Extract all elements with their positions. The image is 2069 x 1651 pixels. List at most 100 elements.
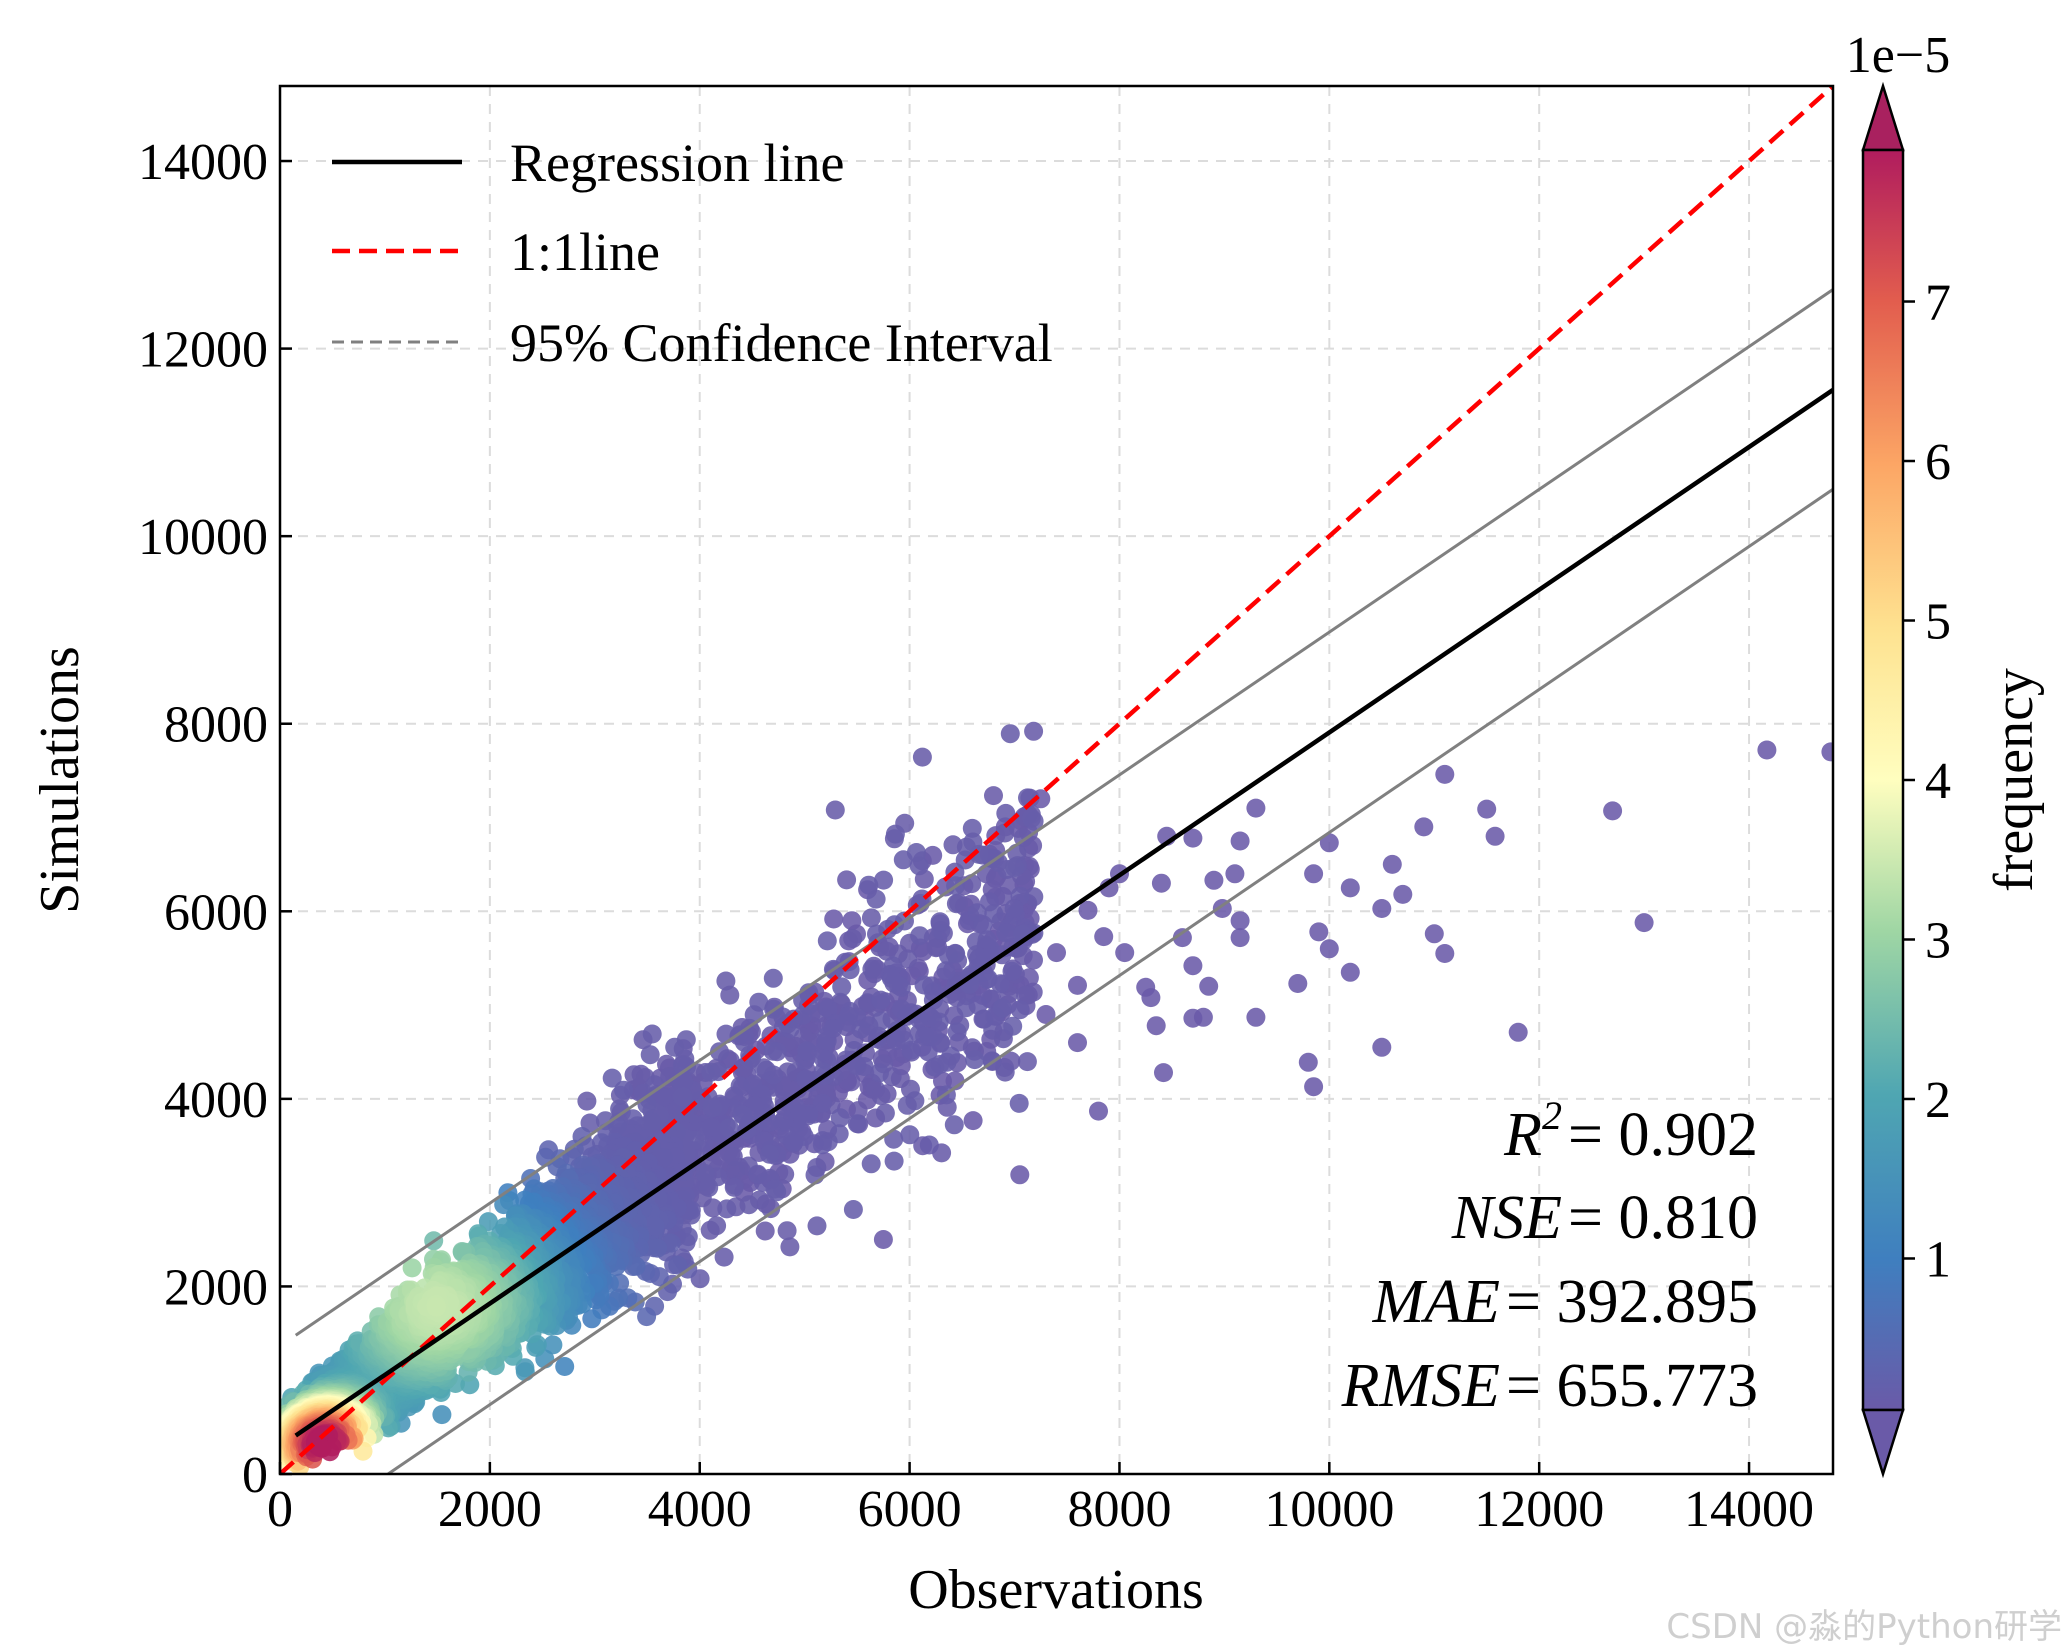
scatter-point-766 xyxy=(724,1177,744,1197)
scatter-point-915 xyxy=(925,1057,945,1077)
scatter-point-6 xyxy=(1634,913,1654,933)
scatter-point-105 xyxy=(824,909,844,929)
scatter-point-611 xyxy=(707,1216,727,1236)
scatter-point-37 xyxy=(1199,976,1219,996)
scatter-point-876 xyxy=(867,924,886,944)
scatter-point-917 xyxy=(839,1006,858,1026)
scatter-point-936 xyxy=(702,1098,722,1118)
scatter-point-827 xyxy=(1010,1000,1030,1020)
scatter-point-18 xyxy=(1340,962,1360,982)
scatter-point-685 xyxy=(962,818,982,838)
scatter-point-684 xyxy=(956,998,976,1018)
scatter-point-963 xyxy=(1003,1016,1023,1036)
scatter-point-54 xyxy=(1010,1165,1030,1185)
scatter-point-4411 xyxy=(426,1297,446,1317)
scatter-point-17 xyxy=(1288,974,1308,993)
scatter-point-712 xyxy=(870,1063,889,1083)
scatter-point-49 xyxy=(1078,900,1098,920)
scatter-point-10 xyxy=(1393,884,1413,904)
scatter-point-19 xyxy=(1424,924,1444,944)
scatter-point-268 xyxy=(984,786,1003,806)
scatter-point-530 xyxy=(780,1237,800,1257)
scatter-point-879 xyxy=(859,875,879,895)
scatter-point-873 xyxy=(977,969,997,989)
scatter-point-835 xyxy=(830,1108,850,1128)
scatter-point-544 xyxy=(862,959,882,979)
scatter-point-655 xyxy=(900,1125,920,1145)
scatter-point-670 xyxy=(717,1199,737,1219)
scatter-point-741 xyxy=(854,1057,874,1076)
scatter-point-1090 xyxy=(678,1227,698,1247)
scatter-point-578 xyxy=(807,1216,827,1236)
scatter-point-985 xyxy=(637,1095,657,1115)
scatter-point-872 xyxy=(936,961,956,981)
scatter-point-1288 xyxy=(648,1238,667,1258)
scatter-point-773 xyxy=(861,1154,881,1174)
scatter-point-33 xyxy=(1151,873,1171,893)
scatter-point-16 xyxy=(1304,864,1324,884)
scatter-point-540 xyxy=(877,941,897,961)
scatter-point-664 xyxy=(847,1114,867,1134)
scatter-point-949 xyxy=(759,1144,779,1164)
scatter-point-48 xyxy=(1089,1101,1108,1121)
scatter-point-11 xyxy=(1340,878,1360,898)
scatter-point-768 xyxy=(1009,1093,1029,1113)
scatter-point-41 xyxy=(1146,1016,1166,1036)
scatter-point-1007 xyxy=(614,1080,634,1100)
scatter-point-8 xyxy=(1414,817,1434,837)
scatter-point-1828 xyxy=(432,1405,452,1425)
scatter-point-40 xyxy=(1154,1063,1173,1083)
scatter-point-27 xyxy=(1230,831,1250,851)
scatter-point-739 xyxy=(812,1135,832,1155)
scatter-point-26 xyxy=(1246,798,1266,818)
scatter-point-368 xyxy=(1024,721,1044,741)
scatter-point-659 xyxy=(843,1200,863,1219)
scatter-point-600 xyxy=(723,1147,743,1166)
scatter-point-25 xyxy=(1230,911,1250,931)
scatter-point-999 xyxy=(602,1068,622,1088)
scatter-point-489 xyxy=(912,747,932,767)
scatter-point-946 xyxy=(813,1062,833,1082)
scatter-point-470 xyxy=(1016,985,1036,1005)
scatter-point-841 xyxy=(817,931,837,951)
scatter-point-899 xyxy=(823,1019,843,1038)
scatter-point-589 xyxy=(1024,887,1044,907)
scatter-point-593 xyxy=(750,1190,769,1210)
scatter-point-757 xyxy=(944,1115,964,1135)
scatter-point-1201 xyxy=(668,1255,688,1275)
scatter-point-598 xyxy=(1000,724,1020,744)
scatter-point-21 xyxy=(1372,1037,1392,1057)
scatter-point-421 xyxy=(843,929,863,949)
scatter-point-914 xyxy=(915,1026,935,1046)
scatter-point-957 xyxy=(695,1164,715,1183)
scatter-point-850 xyxy=(901,1040,921,1060)
scatter-point-1834 xyxy=(543,1335,563,1355)
scatter-point-947 xyxy=(665,1037,685,1057)
scatter-point-455 xyxy=(861,908,881,928)
scatter-point-1 xyxy=(1821,742,1833,762)
scatter-point-30 xyxy=(1230,928,1250,948)
scatter-point-416 xyxy=(775,1164,795,1184)
scatter-point-521 xyxy=(866,1079,886,1099)
scatter-point-573 xyxy=(946,894,966,914)
scatter-point-874 xyxy=(977,930,997,950)
scatter-point-931 xyxy=(992,998,1012,1018)
scatter-point-327 xyxy=(837,870,857,890)
scatter-point-425 xyxy=(825,800,845,820)
scatter-point-444 xyxy=(995,823,1015,843)
scatter-point-1371 xyxy=(637,1307,657,1327)
scatter-point-3 xyxy=(1603,801,1623,821)
scatter-point-51 xyxy=(1047,943,1066,963)
scatter-point-511 xyxy=(898,949,918,969)
scatter-point-571 xyxy=(875,1103,895,1123)
scatter-point-24 xyxy=(1246,1007,1266,1027)
scatter-point-737 xyxy=(640,1045,660,1065)
scatter-point-743 xyxy=(929,1012,949,1032)
scatter-point-20 xyxy=(1435,944,1455,963)
scatter-point-625 xyxy=(918,1042,938,1062)
scatter-point-934 xyxy=(1005,857,1024,877)
scatter-point-2 xyxy=(1435,764,1455,784)
scatter-point-776 xyxy=(947,1022,967,1042)
scatter-point-704 xyxy=(763,968,783,988)
